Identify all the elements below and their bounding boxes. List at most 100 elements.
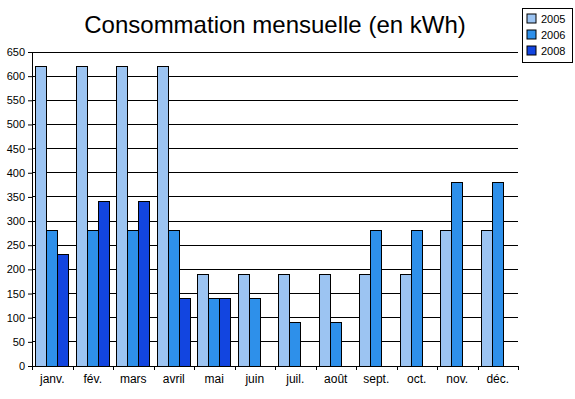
y-axis-line	[28, 53, 33, 367]
x-tick-label: oct.	[407, 372, 426, 386]
x-tick: sept.	[363, 366, 389, 386]
y-tick-mark	[28, 149, 32, 150]
bar	[249, 298, 260, 366]
x-tick-label: avril	[163, 372, 185, 386]
grid-line	[32, 172, 518, 173]
y-tick-mark	[28, 173, 32, 174]
x-tick-label: mars	[120, 372, 147, 386]
x-tick-label: juin	[244, 372, 264, 386]
bar	[76, 66, 87, 366]
y-tick-mark	[28, 294, 32, 295]
bar	[290, 323, 301, 366]
y-tick: 50	[13, 336, 32, 348]
y-tick-mark	[28, 366, 32, 367]
bar	[360, 274, 371, 366]
x-tick-label: juil.	[285, 372, 304, 386]
y-tick-label: 100	[7, 312, 25, 324]
y-tick-mark	[28, 100, 32, 101]
bar	[58, 255, 69, 366]
y-tick-mark	[28, 318, 32, 319]
grid-line	[32, 100, 518, 101]
x-tick-label: sept.	[363, 372, 389, 386]
bars	[36, 66, 504, 366]
x-tick-label: mai	[205, 372, 224, 386]
y-tick-mark	[28, 197, 32, 198]
x-tick-label: déc.	[486, 372, 509, 386]
y-tick: 150	[7, 288, 32, 300]
bar	[492, 182, 503, 366]
y-tick: 250	[7, 239, 32, 251]
y-tick: 450	[7, 143, 32, 155]
x-separator	[73, 366, 74, 370]
bar	[179, 298, 190, 366]
chart: Consommation mensuelle (en kWh)050100150…	[0, 0, 575, 399]
grid	[32, 52, 518, 366]
bar	[47, 231, 58, 366]
bar	[400, 274, 411, 366]
bar	[117, 66, 128, 366]
bar	[330, 323, 341, 366]
x-tick: avril	[163, 366, 185, 386]
legend-swatch	[527, 14, 536, 23]
y-tick-label: 400	[7, 167, 25, 179]
legend-box	[523, 9, 573, 63]
y-tick: 300	[7, 215, 32, 227]
x-tick: août	[324, 366, 348, 386]
bar	[157, 66, 168, 366]
y-tick-mark	[28, 76, 32, 77]
y-tick-mark	[28, 52, 32, 53]
y-tick-label: 150	[7, 288, 25, 300]
y-tick: 0	[19, 360, 32, 372]
y-tick: 400	[7, 167, 32, 179]
x-separator	[113, 366, 114, 370]
x-tick-label: fév.	[84, 372, 102, 386]
bar	[139, 202, 150, 366]
grid-line	[32, 124, 518, 125]
x-tick: mars	[120, 366, 147, 386]
bar	[220, 298, 231, 366]
y-tick-label: 450	[7, 143, 25, 155]
x-separators	[33, 366, 519, 370]
legend-label: 2006	[541, 29, 565, 41]
x-tick: juil.	[285, 366, 304, 386]
grid-line	[32, 196, 518, 197]
x-tick-label: août	[324, 372, 348, 386]
x-tick: juin	[244, 366, 264, 386]
bar	[98, 202, 109, 366]
y-tick-label: 300	[7, 215, 25, 227]
y-tick: 550	[7, 94, 32, 106]
y-tick-label: 500	[7, 118, 25, 130]
x-tick: janv.	[39, 366, 64, 386]
bar	[411, 231, 422, 366]
bar	[481, 231, 492, 366]
bar	[371, 231, 382, 366]
grid-line	[32, 52, 518, 53]
y-tick: 100	[7, 312, 32, 324]
y-tick-label: 650	[7, 46, 25, 58]
bar	[209, 298, 220, 366]
grid-line	[32, 148, 518, 149]
x-separator	[356, 366, 357, 370]
bar	[319, 274, 330, 366]
bar	[238, 274, 249, 366]
legend-label: 2008	[541, 45, 565, 57]
x-separator	[194, 366, 195, 370]
y-tick-mark	[28, 269, 32, 270]
x-tick: déc.	[486, 366, 509, 386]
y-tick: 600	[7, 70, 32, 82]
bar	[168, 231, 179, 366]
legend: 200520062008	[523, 9, 573, 63]
y-tick-mark	[28, 124, 32, 125]
y-tick-label: 0	[19, 360, 25, 372]
x-separator	[154, 366, 155, 370]
x-separator	[32, 366, 33, 370]
y-tick-label: 350	[7, 191, 25, 203]
y-tick: 200	[7, 263, 32, 275]
y-tick-mark	[28, 342, 32, 343]
y-tick-mark	[28, 245, 32, 246]
bar	[452, 182, 463, 366]
x-separator	[275, 366, 276, 370]
x-tick-label: nov.	[446, 372, 468, 386]
bar	[36, 66, 47, 366]
y-tick: 650	[7, 46, 32, 58]
